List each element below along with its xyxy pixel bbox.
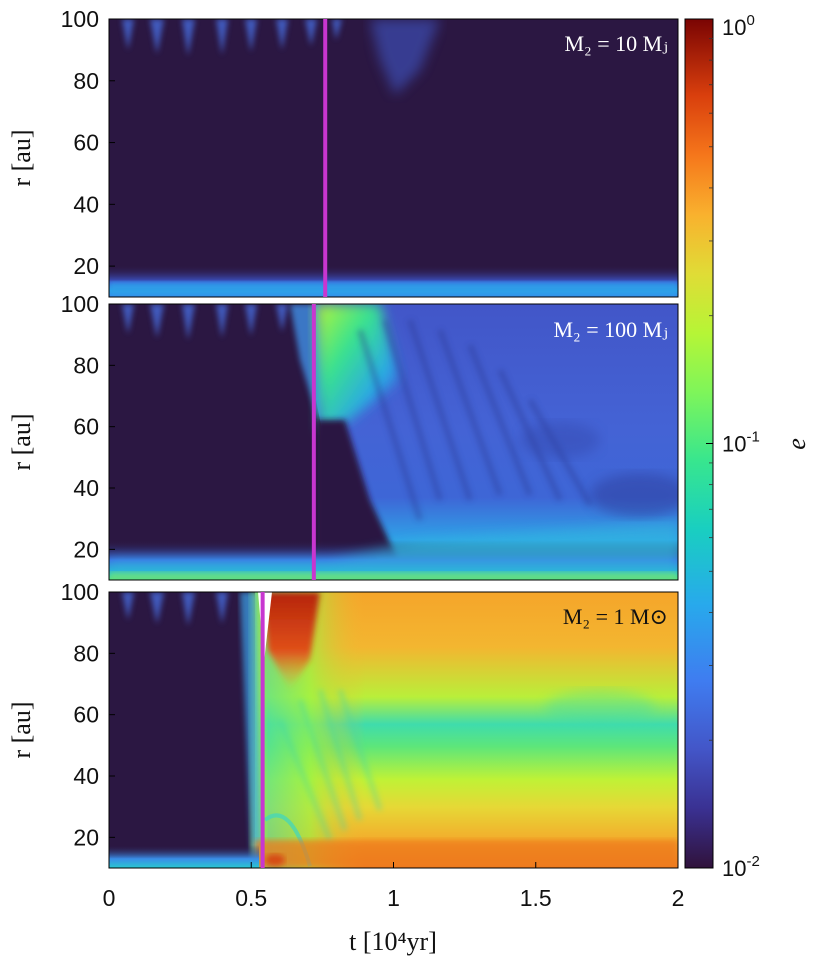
colorbar-tick-base: 10 bbox=[722, 856, 746, 881]
panel-2-heatmap bbox=[109, 304, 678, 580]
panel-3-ytick-label: 80 bbox=[73, 640, 99, 666]
panel-3-label: M₂ = 1 M⊙ bbox=[563, 604, 668, 629]
panel-3-ytick-label: 100 bbox=[61, 579, 99, 605]
panel-3-ytick-label: 40 bbox=[73, 763, 99, 789]
colorbar-tick-base: 10 bbox=[722, 15, 746, 40]
panel-2-ytick-label: 60 bbox=[73, 414, 99, 440]
x-axis-label: t [10⁴yr] bbox=[349, 927, 437, 956]
panel-1-ytick-label: 40 bbox=[73, 191, 99, 217]
panel-2: M₂ = 100 Mⱼ bbox=[108, 303, 679, 581]
panel-1-ytick-label: 60 bbox=[73, 130, 99, 156]
panel-1-ytick-label: 100 bbox=[61, 6, 99, 32]
panel-3: M₂ = 1 M⊙ bbox=[108, 591, 679, 869]
panel-2-frame bbox=[108, 303, 679, 581]
colorbar-tick-label: 10-1 bbox=[722, 429, 760, 457]
colorbar-tick-label: 10-2 bbox=[722, 853, 760, 881]
y-axes: 100 80 60 40 20 r [au] 100 80 60 40 20 r [au] 100 80 6… bbox=[7, 6, 115, 850]
colorbar-tick-base: 10 bbox=[722, 432, 746, 457]
xtick-label: 2 bbox=[672, 885, 685, 911]
xtick-label: 1 bbox=[387, 885, 400, 911]
panel-1-frame bbox=[108, 18, 679, 298]
panel-3-ytick-label: 60 bbox=[73, 702, 99, 728]
xtick-label: 0.5 bbox=[235, 885, 267, 911]
colorbar-tick-exponent: 0 bbox=[746, 12, 754, 29]
panel-2-ytick-label: 80 bbox=[73, 352, 99, 378]
panel-1-heatmap bbox=[109, 19, 678, 297]
xtick-label: 1.5 bbox=[520, 885, 552, 911]
colorbar-tick-exponent: -1 bbox=[746, 429, 759, 446]
colorbar-tick-label: 100 bbox=[722, 12, 755, 40]
colorbar-tick-exponent: -2 bbox=[746, 853, 759, 870]
panel-1-label: M₂ = 10 Mⱼ bbox=[564, 31, 668, 56]
panel-1-ylabel: r [au] bbox=[7, 129, 36, 186]
panel-2-ytick-label: 100 bbox=[61, 291, 99, 317]
panel-3-ylabel: r [au] bbox=[7, 701, 36, 758]
panel-2-ytick-label: 40 bbox=[73, 475, 99, 501]
colorbar-label: e bbox=[782, 438, 811, 450]
panel-1-ytick-label: 20 bbox=[73, 253, 99, 279]
panel-1-ytick-label: 80 bbox=[73, 68, 99, 94]
panel-2-ylabel: r [au] bbox=[7, 413, 36, 470]
panel-2-ytick-label: 20 bbox=[73, 536, 99, 562]
panel-3-heatmap bbox=[109, 592, 678, 868]
panel-3-ytick-label: 20 bbox=[73, 824, 99, 850]
panel-2-label: M₂ = 100 Mⱼ bbox=[553, 317, 668, 342]
xtick-label: 0 bbox=[103, 885, 116, 911]
panel-1: M₂ = 10 Mⱼ bbox=[108, 18, 679, 298]
x-axis: 0 0.5 1 1.5 2 bbox=[103, 862, 685, 911]
